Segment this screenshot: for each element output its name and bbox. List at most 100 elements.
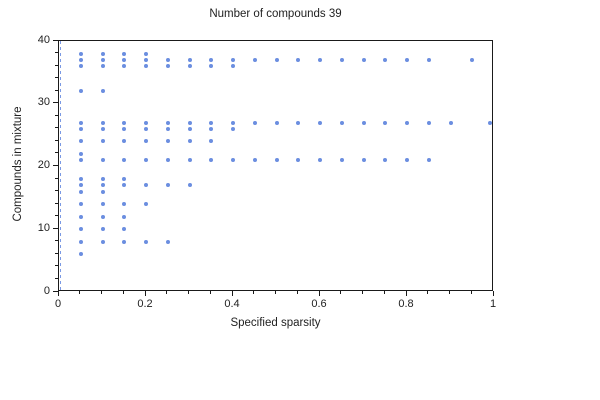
data-point [78,126,83,131]
data-point [78,158,83,163]
x-axis-minor-tick [209,291,211,294]
data-point [144,158,148,163]
y-axis-major-tick [53,165,58,166]
data-point [165,126,170,131]
data-point [100,57,105,62]
data-point [252,158,257,163]
data-point [231,158,235,163]
data-point [165,183,170,188]
data-point [78,177,83,182]
x-axis-tick-label: 0.8 [398,298,414,310]
data-point [122,239,127,244]
data-point [209,139,214,144]
y-axis-minor-tick [55,277,58,279]
y-axis-minor-tick [55,252,58,254]
x-axis-minor-tick [470,291,472,294]
data-point [100,139,105,144]
plot-area [58,40,493,291]
data-point [296,158,301,163]
y-axis-minor-tick [55,190,58,192]
data-point [426,158,431,163]
data-point [274,158,279,163]
data-point [144,139,148,144]
data-point [78,214,83,219]
data-point [383,120,388,125]
data-point [100,89,105,94]
data-point [361,158,366,163]
data-point [165,158,170,163]
data-point [78,57,83,62]
y-axis-label: Compounds in mixture [12,106,24,222]
data-point [426,120,431,125]
x-axis-minor-tick [79,291,81,294]
data-point [252,120,257,125]
data-point [165,139,170,144]
data-point [78,183,83,188]
data-point [122,139,127,144]
y-axis-minor-tick [55,215,58,217]
data-point [274,120,279,125]
data-point [122,214,127,219]
data-point [122,202,127,207]
data-point [209,57,214,62]
y-axis-tick-label: 0 [43,284,50,297]
x-axis-major-tick [231,291,233,296]
data-point [165,120,170,125]
data-point [144,51,148,56]
data-point [78,64,83,69]
y-axis-minor-tick [55,77,58,79]
data-point [252,57,257,62]
data-point [122,158,127,163]
data-point [187,120,192,125]
data-point [100,227,105,232]
data-point [339,120,344,125]
data-point [231,57,235,62]
data-point [100,51,105,56]
data-point [100,177,105,182]
data-point [187,183,192,188]
data-point [100,239,105,244]
x-axis-minor-tick [188,291,189,294]
data-point [296,120,301,125]
data-point [187,64,192,69]
data-point [231,64,235,69]
data-point [487,120,492,125]
data-point [78,51,83,56]
x-axis-label: Specified sparsity [230,317,321,329]
y-axis-major-tick [53,39,58,41]
x-axis-major-tick [144,291,146,296]
y-axis-major-tick [53,102,58,104]
data-point [144,202,148,207]
data-point [209,126,214,131]
x-axis-minor-tick [275,291,276,294]
y-axis-tick-label: 30 [37,96,50,109]
data-point [144,64,148,69]
data-point [209,64,214,69]
x-axis-minor-tick [449,291,450,294]
data-point [361,120,366,125]
data-point [426,57,431,62]
data-point [100,158,105,163]
data-point [339,158,344,163]
data-point [122,64,127,69]
data-point [100,64,105,69]
data-point [187,158,192,163]
y-axis-tick-label: 20 [37,159,50,171]
y-axis-minor-tick [55,265,58,267]
y-axis-tick-label: 40 [37,33,50,46]
data-point [122,57,127,62]
data-point [122,51,127,56]
data-point [122,183,127,188]
data-point [144,239,148,244]
y-axis-minor-tick [55,127,58,129]
data-point [122,177,127,182]
data-point [78,202,83,207]
data-point [78,227,83,232]
data-point [405,57,409,62]
data-point [78,239,83,244]
zero-sparsity-dashed-line [60,41,61,290]
y-axis-minor-tick [55,114,58,116]
x-axis-major-tick [405,291,407,296]
x-axis-major-tick [492,291,494,296]
